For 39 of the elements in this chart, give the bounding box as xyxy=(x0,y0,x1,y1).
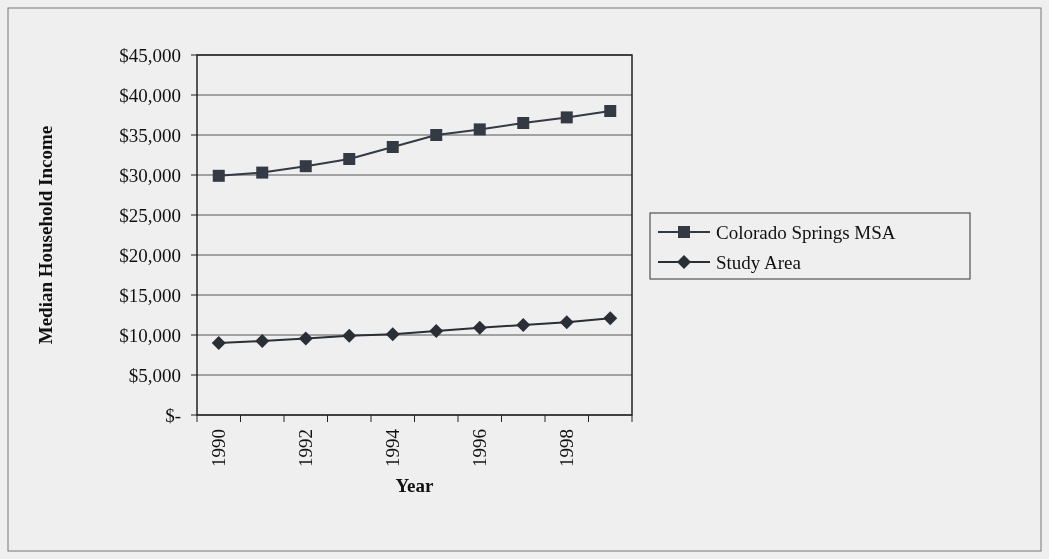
y-tick-label: $5,000 xyxy=(128,364,181,386)
y-tick-label: $25,000 xyxy=(119,204,181,226)
point xyxy=(212,169,225,182)
point xyxy=(343,153,356,165)
y-tick-label: $20,000 xyxy=(119,244,181,266)
x-tick-label: 1994 xyxy=(382,428,404,467)
point xyxy=(255,334,270,348)
point xyxy=(211,336,226,350)
legend-label: Colorado Springs MSA xyxy=(716,221,896,243)
point xyxy=(473,123,486,136)
point xyxy=(430,129,443,141)
y-axis-title: Median Household Income xyxy=(35,125,56,345)
point xyxy=(298,331,313,346)
point xyxy=(603,311,618,326)
point xyxy=(385,327,400,342)
x-tick-label: 1998 xyxy=(556,429,578,467)
point xyxy=(559,315,574,330)
y-tick-label: $35,000 xyxy=(119,124,181,146)
point xyxy=(472,320,487,335)
x-tick-label: 1992 xyxy=(295,429,317,467)
point xyxy=(386,141,399,153)
y-tick-label: $10,000 xyxy=(119,324,181,346)
legend-label: Study Area xyxy=(716,251,802,273)
x-tick-label: 1996 xyxy=(469,429,491,467)
point xyxy=(604,105,617,117)
point xyxy=(299,160,312,173)
y-tick-label: $30,000 xyxy=(119,164,181,186)
point xyxy=(516,318,531,332)
point xyxy=(256,166,269,179)
point xyxy=(517,117,530,129)
y-tick-label: $45,000 xyxy=(119,44,181,66)
point xyxy=(560,111,573,124)
y-tick-label: $- xyxy=(165,404,181,426)
y-tick-label: $40,000 xyxy=(119,84,181,106)
y-tick-label: $15,000 xyxy=(119,284,181,306)
x-axis-title: Year xyxy=(395,475,435,496)
point xyxy=(342,328,357,343)
x-tick-label: 1990 xyxy=(208,429,230,467)
point xyxy=(429,324,444,338)
